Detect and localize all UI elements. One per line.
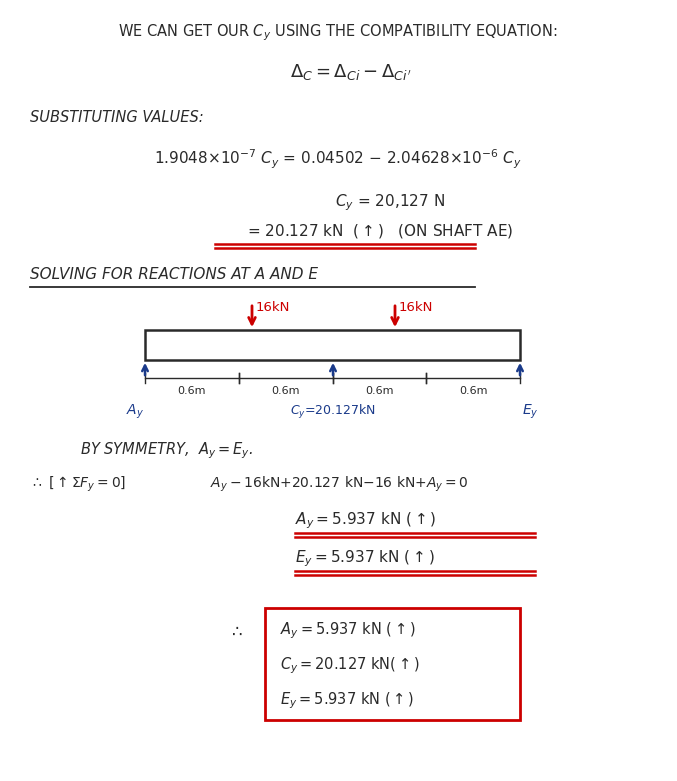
Bar <box>265 608 520 720</box>
Text: $\Delta_C = \Delta_{Ci} - \Delta_{Ci'}$: $\Delta_C = \Delta_{Ci} - \Delta_{Ci'}$ <box>290 62 412 82</box>
Text: $A_y = 5.937$ kN ($\uparrow$): $A_y = 5.937$ kN ($\uparrow$) <box>280 620 416 640</box>
Text: $E_y = 5.937$ kN ($\uparrow$): $E_y = 5.937$ kN ($\uparrow$) <box>280 690 414 711</box>
Text: 16kN: 16kN <box>399 301 433 314</box>
Text: $E_y = 5.937$ kN ($\uparrow$): $E_y = 5.937$ kN ($\uparrow$) <box>295 548 435 569</box>
Text: 0.6m: 0.6m <box>177 386 206 396</box>
Text: SOLVING FOR REACTIONS AT A AND E: SOLVING FOR REACTIONS AT A AND E <box>30 267 318 282</box>
Bar <box>145 330 520 360</box>
Text: $C_y = 20.127$ kN($\uparrow$): $C_y = 20.127$ kN($\uparrow$) <box>280 655 420 676</box>
Text: $\therefore$ $[\uparrow\Sigma F_y{=}0]$: $\therefore$ $[\uparrow\Sigma F_y{=}0]$ <box>30 475 126 494</box>
Text: $E_y$: $E_y$ <box>522 403 538 421</box>
Text: = 20.127 kN  ($\uparrow$)   (ON SHAFT AE): = 20.127 kN ($\uparrow$) (ON SHAFT AE) <box>247 222 513 240</box>
Text: BY SYMMETRY,  $A_y = E_y$.: BY SYMMETRY, $A_y = E_y$. <box>80 440 253 461</box>
Text: 0.6m: 0.6m <box>459 386 487 396</box>
Text: 1.9048$\times$10$^{-7}$ $C_y$ = 0.04502 $-$ 2.04628$\times$10$^{-6}$ $C_y$: 1.9048$\times$10$^{-7}$ $C_y$ = 0.04502 … <box>154 148 522 171</box>
Text: $A_y$: $A_y$ <box>126 403 144 421</box>
Text: WE CAN GET OUR $C_y$ USING THE COMPATIBILITY EQUATION:: WE CAN GET OUR $C_y$ USING THE COMPATIBI… <box>118 22 558 43</box>
Text: SUBSTITUTING VALUES:: SUBSTITUTING VALUES: <box>30 110 204 125</box>
Text: 16kN: 16kN <box>256 301 290 314</box>
Text: $A_y - 16$kN$+20.127$ kN$-16$ kN$+A_y = 0$: $A_y - 16$kN$+20.127$ kN$-16$ kN$+A_y = … <box>210 475 468 494</box>
Text: 0.6m: 0.6m <box>365 386 393 396</box>
Text: $C_y$=20.127kN: $C_y$=20.127kN <box>290 403 376 421</box>
Text: $C_y$ = 20,127 N: $C_y$ = 20,127 N <box>335 192 445 212</box>
Text: $\therefore$: $\therefore$ <box>227 622 242 640</box>
Text: 0.6m: 0.6m <box>271 386 300 396</box>
Text: $A_y = 5.937$ kN ($\uparrow$): $A_y = 5.937$ kN ($\uparrow$) <box>295 510 437 530</box>
